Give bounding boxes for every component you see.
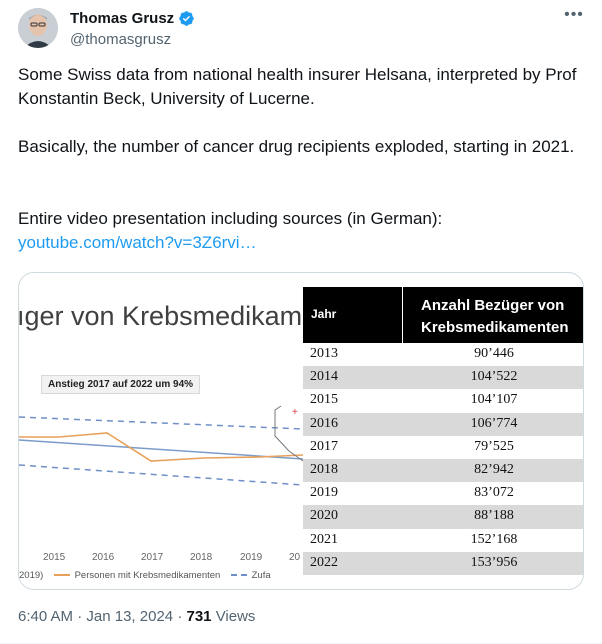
dashed-upper-line — [19, 416, 303, 430]
year-label: 2019 — [240, 552, 263, 563]
legend-dashed-label: Zufa — [251, 570, 271, 581]
row-value: 152’168 — [470, 531, 518, 547]
table-row: 2015 104’107 — [303, 389, 583, 412]
row-value: 79’525 — [474, 438, 514, 454]
plus-marker: + — [292, 407, 298, 418]
blue-trend-line — [19, 439, 303, 460]
table-header: Jahr Anzahl Bezüger von Krebsmedikamente… — [303, 287, 583, 343]
avatar-image — [18, 8, 58, 48]
row-value: 88’188 — [474, 508, 514, 524]
bracket-annotation — [274, 405, 303, 462]
year-label: 2017 — [141, 552, 164, 563]
header-count-line-1: Anzahl Bezüger von — [421, 297, 565, 314]
tweet-meta: 6:40 AM · Jan 13, 2024 · 731 Views — [18, 608, 255, 625]
row-value: 106’774 — [470, 415, 518, 431]
data-table: Jahr Anzahl Bezüger von Krebsmedikamente… — [303, 287, 583, 577]
row-year: 2020 — [310, 508, 338, 524]
row-year: 2014 — [310, 369, 338, 385]
tweet-text-paragraph-1: Some Swiss data from national health ins… — [18, 65, 577, 108]
meta-separator: · — [177, 608, 183, 625]
tweet-text-paragraph-2: Basically, the number of cancer drug rec… — [18, 137, 575, 156]
row-year: 2015 — [310, 392, 338, 408]
header-count: Anzahl Bezüger von Krebsmedikamenten — [421, 295, 569, 339]
views-count: 731 — [186, 608, 212, 625]
row-year: 2018 — [310, 461, 338, 477]
row-value: 104’522 — [470, 369, 518, 385]
year-label: 2015 — [43, 552, 66, 563]
table-row: 2016 106’774 — [303, 412, 583, 436]
table-row: 2020 88’188 — [303, 505, 583, 529]
header-divider — [402, 287, 403, 343]
legend-series-label: Personen mit Krebsmedikamenten — [74, 570, 221, 581]
table-row: 2017 79’525 — [303, 436, 583, 459]
year-label: 2018 — [190, 552, 213, 563]
slide-title: ıger von Krebsmedikam — [19, 301, 303, 331]
table-row: 2022 153’956 — [303, 551, 583, 575]
row-year: 2019 — [310, 485, 338, 501]
legend-orange-swatch — [53, 574, 70, 577]
slide-chart: ıger von Krebsmedikam Anstieg 2017 auf 2… — [19, 273, 303, 589]
table-row: 2021 152’168 — [303, 529, 583, 552]
verified-badge-icon — [179, 11, 194, 26]
header-year: Jahr — [311, 307, 337, 321]
row-value: 104’107 — [470, 392, 518, 408]
row-year: 2021 — [310, 531, 338, 547]
legend-prefix: 2019) — [19, 570, 44, 581]
more-options-icon[interactable]: ••• — [564, 6, 584, 23]
row-value: 153’956 — [470, 554, 518, 570]
avatar[interactable] — [18, 8, 58, 48]
author-name[interactable]: Thomas Grusz — [70, 10, 175, 27]
year-label: 2016 — [92, 552, 115, 563]
views-label: Views — [215, 608, 256, 625]
author-handle[interactable]: @thomasgrusz — [70, 31, 172, 48]
slide-callout: Anstieg 2017 auf 2022 um 94% — [41, 375, 201, 394]
slide-legend: 2019) Personen mit Krebsmedikamenten Zuf… — [19, 570, 271, 581]
table-row: 2019 83’072 — [303, 482, 583, 505]
legend-dashed-swatch — [230, 574, 247, 577]
meta-separator: · — [77, 608, 83, 625]
slide-chart-lines: + — [19, 405, 303, 486]
row-value: 82’942 — [474, 461, 514, 477]
year-label: 20 — [289, 552, 301, 563]
row-value: 83’072 — [474, 485, 514, 501]
header-count-line-2: Krebsmedikamenten — [421, 319, 569, 336]
row-year: 2013 — [310, 346, 338, 361]
row-year: 2016 — [310, 415, 338, 431]
tweet-date[interactable]: Jan 13, 2024 — [86, 608, 174, 625]
tweet-time[interactable]: 6:40 AM — [18, 608, 74, 625]
orange-series-line — [19, 432, 303, 462]
table-row: 2013 90’446 — [303, 343, 583, 366]
tweet-media-image[interactable]: ıger von Krebsmedikam Anstieg 2017 auf 2… — [18, 272, 584, 590]
row-year: 2017 — [310, 438, 338, 454]
youtube-link[interactable]: youtube.com/watch?v=3Z6rvi… — [18, 233, 257, 252]
row-year: 2022 — [310, 554, 338, 570]
table-body: 2013 90’446 2014 104’522 2015 104’107 2016 106’… — [303, 343, 583, 575]
tweet-text-paragraph-3: Entire video presentation including sour… — [18, 209, 443, 228]
table-row: 2018 82’942 — [303, 458, 583, 483]
table-row: 2014 104’522 — [303, 366, 583, 390]
dashed-lower-line — [19, 464, 303, 486]
row-value: 90’446 — [474, 346, 514, 361]
